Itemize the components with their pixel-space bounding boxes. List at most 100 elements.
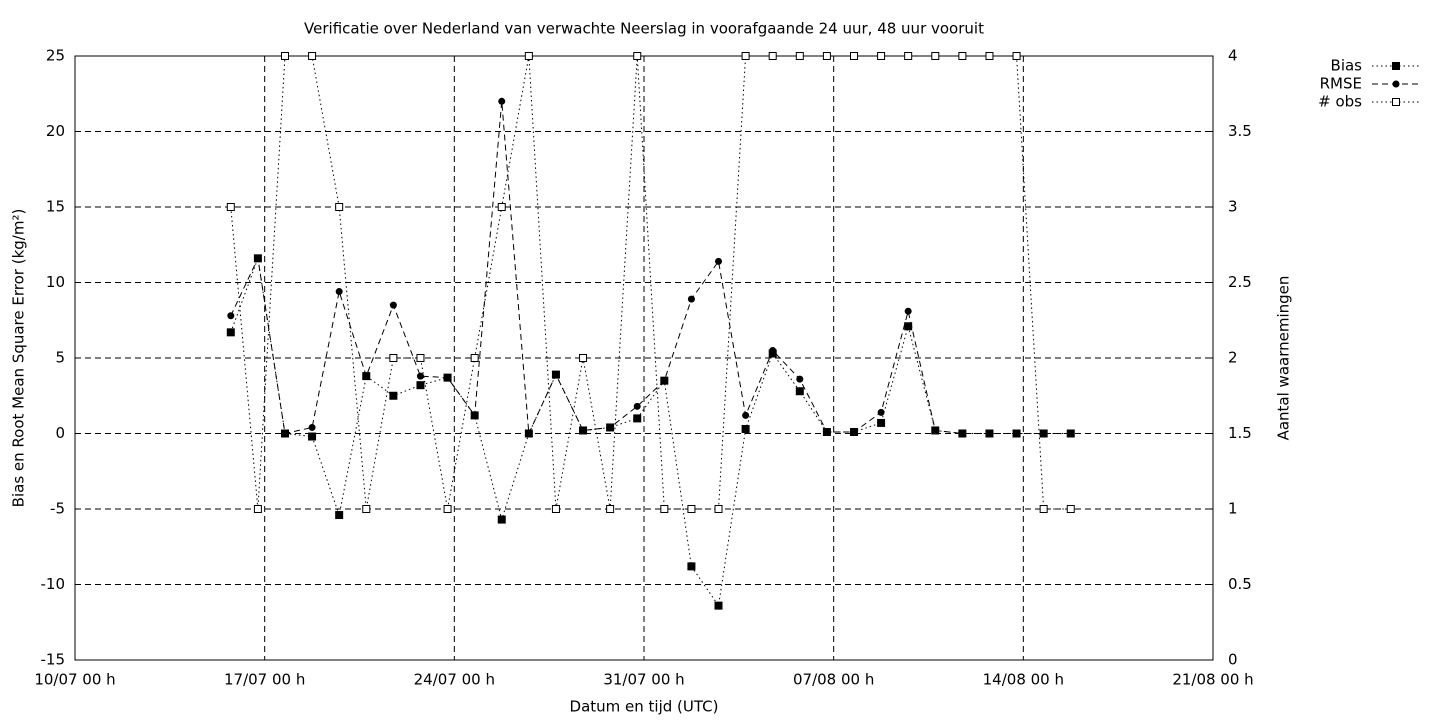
data-point (714, 601, 723, 610)
data-point (308, 423, 316, 431)
data-point (416, 381, 425, 390)
y2-tick-label: 0.5 (1228, 575, 1252, 593)
data-point (904, 307, 912, 315)
data-point (822, 52, 831, 60)
data-point (416, 372, 424, 380)
data-point (1013, 430, 1021, 437)
y2-tick-label: 1.5 (1228, 424, 1252, 442)
data-point (551, 505, 560, 513)
y-tick-label: 0 (55, 424, 65, 442)
data-point (280, 52, 289, 60)
data-point (416, 354, 425, 362)
legend-label: RMSE (1320, 75, 1362, 93)
y-tick-label: 5 (55, 349, 65, 367)
data-point (226, 328, 235, 337)
data-point (389, 301, 397, 309)
data-point (1066, 505, 1075, 513)
data-point (1012, 52, 1021, 60)
legend-marker (1392, 62, 1400, 70)
data-point (227, 312, 235, 320)
data-point (796, 375, 804, 383)
data-point (524, 52, 533, 60)
data-point (904, 52, 913, 60)
y2-tick-label: 3.5 (1228, 122, 1252, 140)
series-line (230, 101, 1071, 436)
x-axis-label: Datum en tijd (UTC) (570, 698, 719, 716)
data-point (985, 52, 994, 60)
data-point (470, 354, 479, 362)
x-tick-label: 07/08 00 h (793, 671, 874, 689)
x-tick-label: 31/07 00 h (603, 671, 684, 689)
data-point (742, 411, 750, 419)
x-tick-label: 21/08 00 h (1172, 671, 1253, 689)
x-tick-label: 17/07 00 h (224, 671, 305, 689)
data-point (877, 52, 886, 60)
legend-label: # obs (1318, 93, 1362, 111)
chart-title: Verificatie over Nederland van verwachte… (304, 20, 984, 38)
data-point (308, 52, 317, 60)
data-point (308, 432, 317, 441)
y-tick-label: -15 (41, 651, 66, 669)
y2-tick-label: 2 (1228, 349, 1238, 367)
data-point (687, 295, 695, 303)
data-point (226, 203, 235, 211)
y2-tick-label: 3 (1228, 198, 1238, 216)
y2-tick-label: 4 (1228, 47, 1238, 65)
data-point (471, 411, 479, 419)
data-point (958, 430, 966, 437)
data-point (715, 257, 723, 265)
y-tick-label: 25 (46, 47, 65, 65)
data-point (633, 414, 642, 423)
x-tick-label: 10/07 00 h (34, 671, 115, 689)
data-point (958, 52, 967, 60)
data-point (1039, 505, 1048, 513)
series-line (230, 258, 1071, 607)
data-point (741, 424, 750, 433)
data-point (606, 505, 615, 513)
data-point (525, 430, 533, 437)
y-tick-label: 20 (46, 122, 65, 140)
data-point (823, 428, 831, 436)
data-point (362, 372, 370, 380)
data-point (389, 391, 398, 400)
data-point (281, 430, 289, 437)
y-tick-label: -10 (41, 575, 66, 593)
data-point (335, 511, 344, 520)
y-tick-label: 15 (46, 198, 65, 216)
y-tick-label: -5 (50, 500, 65, 518)
data-point (795, 52, 804, 60)
data-point (768, 52, 777, 60)
y-tick-label: 10 (46, 273, 65, 291)
data-point (444, 374, 452, 382)
data-point (795, 387, 804, 396)
data-point (552, 371, 560, 379)
data-point (579, 354, 588, 362)
data-point (633, 52, 642, 60)
data-point (849, 52, 858, 60)
y2-tick-label: 1 (1228, 500, 1238, 518)
data-point (335, 203, 344, 211)
data-point (877, 418, 886, 427)
data-point (931, 52, 940, 60)
data-point (335, 288, 343, 296)
data-point (497, 203, 506, 211)
data-point (660, 377, 668, 385)
data-point (985, 430, 993, 437)
y2-axis-label: Aantal waarnemingen (1275, 276, 1293, 441)
x-tick-label: 24/07 00 h (414, 671, 495, 689)
legend-marker (1392, 80, 1400, 88)
y-axis-label: Bias en Root Mean Square Error (kg/m²) (10, 209, 28, 508)
data-point (931, 426, 939, 434)
data-point (1067, 430, 1075, 437)
data-point (877, 408, 885, 416)
data-point (606, 423, 614, 431)
data-point (497, 515, 506, 524)
data-point (660, 505, 669, 513)
data-point (362, 505, 371, 513)
data-point (254, 254, 262, 262)
data-point (850, 428, 858, 436)
data-point (633, 402, 641, 410)
data-point (498, 97, 506, 105)
plot-border (74, 55, 1214, 661)
